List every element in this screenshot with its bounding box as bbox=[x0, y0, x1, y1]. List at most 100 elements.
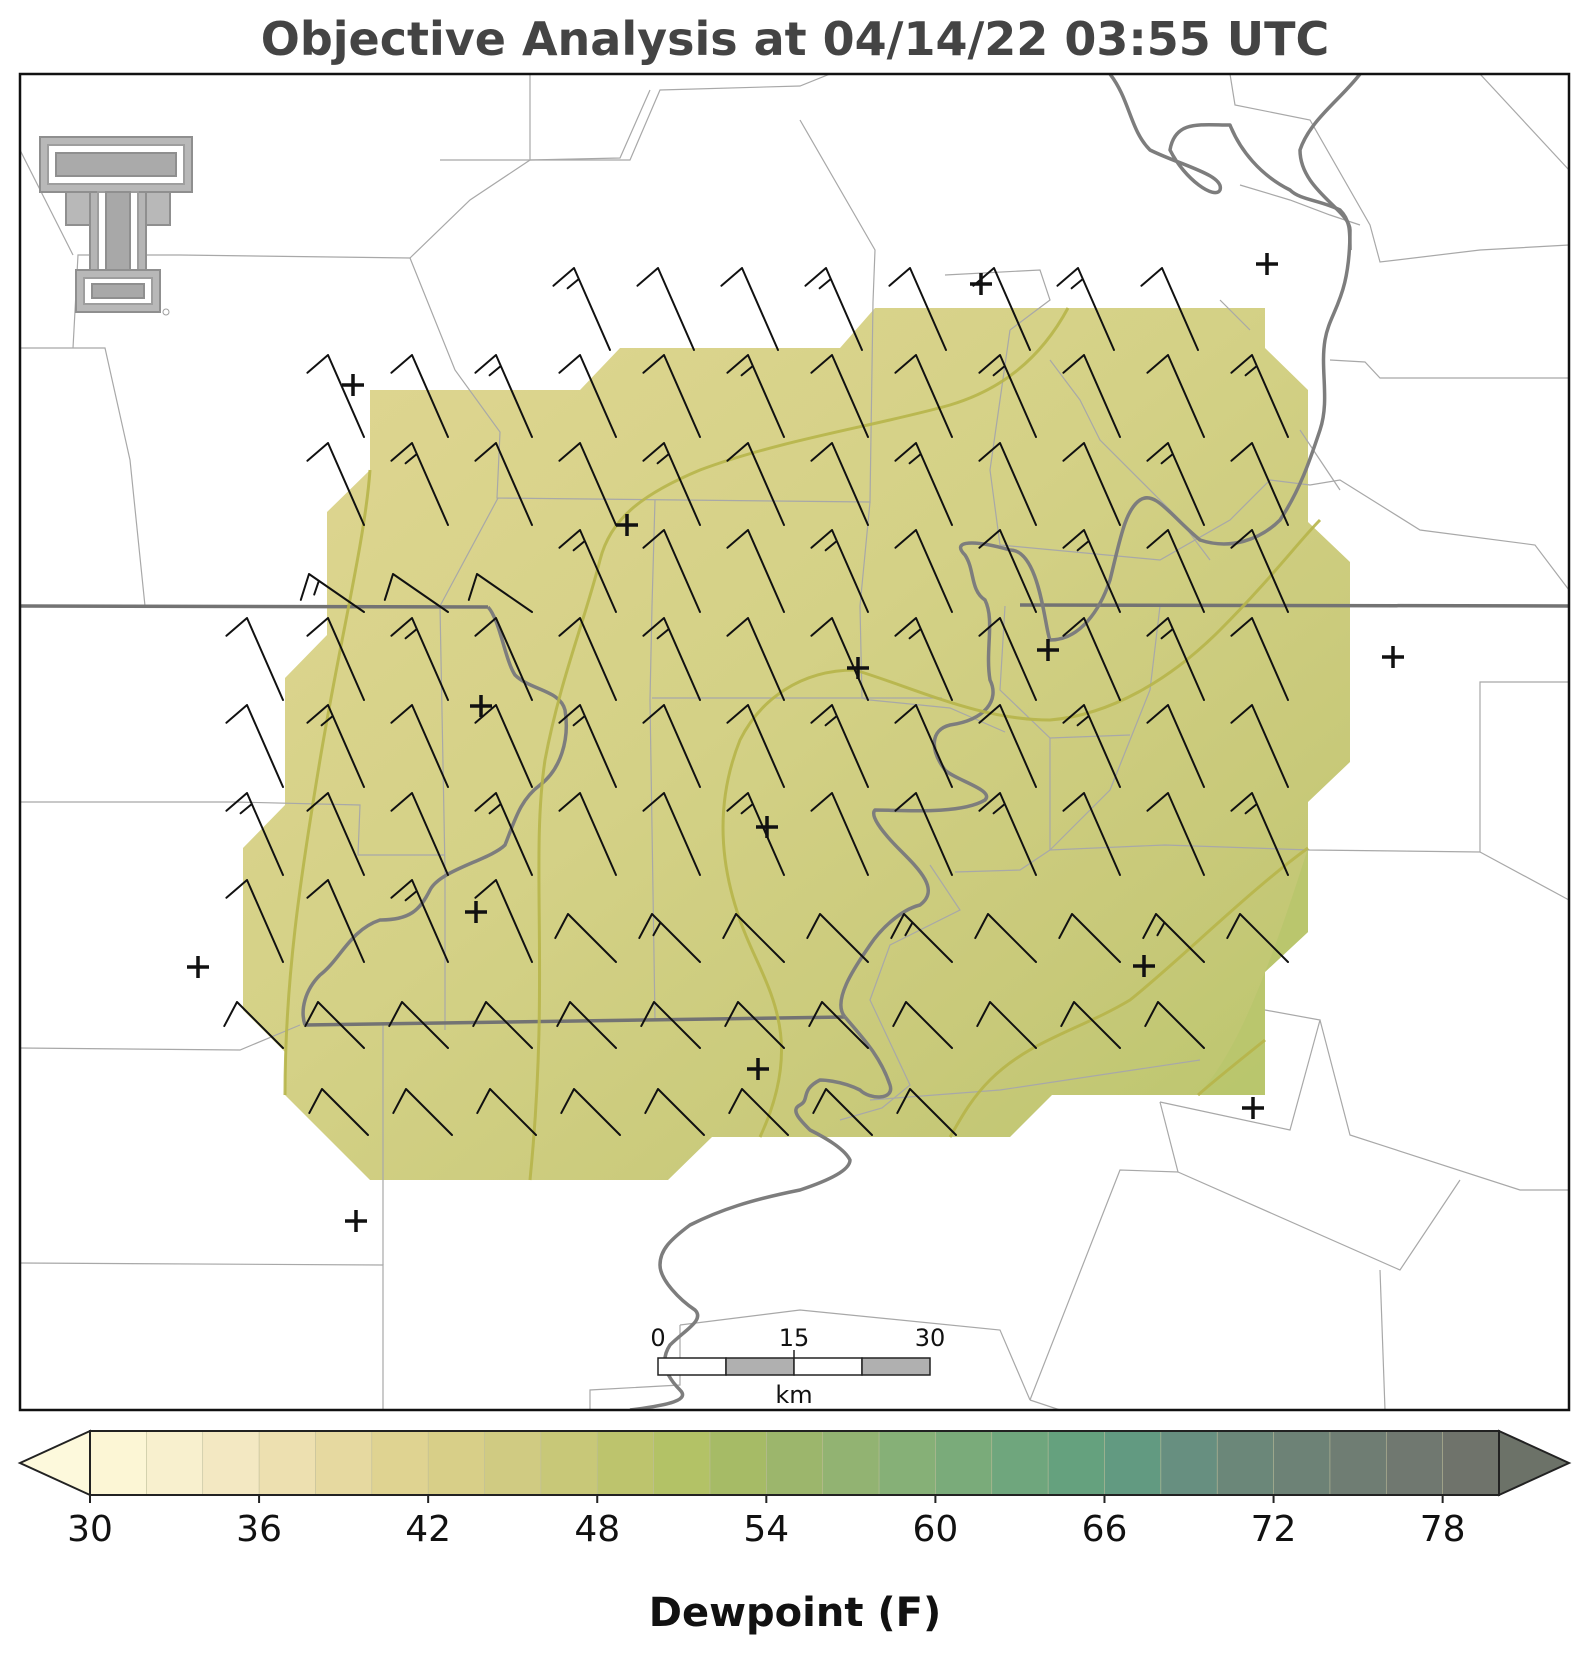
colorbar-cell bbox=[1047, 1430, 1106, 1496]
scale-label-30: 30 bbox=[915, 1324, 946, 1352]
wind-barb bbox=[558, 792, 617, 876]
wind-barb bbox=[1230, 704, 1289, 788]
wind-barb bbox=[896, 1088, 957, 1136]
wind-barb bbox=[1056, 267, 1115, 351]
colorbar-cell bbox=[1104, 1430, 1162, 1496]
wind-barb bbox=[726, 442, 785, 526]
wind-barb bbox=[894, 442, 953, 526]
wind-barb bbox=[974, 913, 1037, 963]
wind-barb bbox=[554, 913, 617, 963]
colorbar-cell bbox=[89, 1430, 148, 1496]
wind-barb bbox=[726, 529, 785, 613]
wind-barb bbox=[978, 617, 1037, 701]
wind-barb bbox=[1146, 792, 1205, 876]
wind-barb bbox=[1142, 913, 1205, 963]
scale-label-0: 0 bbox=[650, 1324, 665, 1352]
wind-barb bbox=[474, 617, 533, 701]
wind-barb bbox=[810, 704, 869, 788]
colorbar-tick-label: 72 bbox=[1251, 1509, 1297, 1550]
station-marker bbox=[187, 956, 209, 978]
wind-barb bbox=[552, 267, 611, 351]
wind-barb bbox=[1062, 704, 1121, 788]
station-marker bbox=[342, 374, 364, 396]
wind-barb bbox=[474, 792, 533, 876]
colorbar-tick-label: 36 bbox=[236, 1509, 282, 1550]
wind-barb bbox=[556, 1001, 617, 1049]
colorbar-cell bbox=[935, 1430, 993, 1496]
wind-barb bbox=[474, 354, 533, 438]
wind-barb bbox=[978, 354, 1037, 438]
wind-barb bbox=[640, 1001, 701, 1049]
colorbar-cell bbox=[371, 1430, 429, 1496]
wind-barb bbox=[976, 1001, 1037, 1049]
wind-barb bbox=[726, 704, 785, 788]
colorbar-tick-label: 48 bbox=[574, 1509, 620, 1550]
wind-barb bbox=[810, 442, 869, 526]
map-frame bbox=[18, 72, 1571, 1412]
colorbar-cell bbox=[540, 1430, 599, 1496]
colorbar-under-arrow bbox=[17, 1429, 91, 1497]
scale-label-15: 15 bbox=[779, 1324, 810, 1352]
wind-barb bbox=[978, 792, 1037, 876]
wind-barb bbox=[724, 1001, 785, 1049]
wind-barb bbox=[892, 1001, 953, 1049]
colorbar-tick-label: 30 bbox=[67, 1509, 113, 1550]
wind-barb bbox=[1146, 442, 1205, 526]
wind-barb bbox=[390, 792, 449, 876]
wind-barb bbox=[472, 1001, 533, 1049]
station-marker bbox=[465, 901, 487, 923]
wind-barb bbox=[644, 1088, 705, 1136]
wind-barb bbox=[806, 913, 869, 963]
wind-barb bbox=[306, 442, 365, 526]
wind-barb bbox=[728, 1088, 789, 1136]
wind-barb bbox=[810, 617, 869, 701]
wind-barb bbox=[638, 913, 701, 963]
colorbar-cell bbox=[1442, 1430, 1500, 1496]
wind-barb bbox=[722, 913, 785, 963]
station-marker bbox=[747, 1058, 769, 1080]
wind-barb bbox=[1058, 913, 1121, 963]
wind-barb bbox=[1226, 913, 1289, 963]
colorbar-tick-label: 78 bbox=[1420, 1509, 1466, 1550]
wind-barb bbox=[474, 442, 533, 526]
colorbar-tick-label: 54 bbox=[743, 1509, 789, 1550]
wind-barb bbox=[225, 792, 284, 876]
wind-barb bbox=[223, 1001, 284, 1049]
wind-barb bbox=[383, 573, 449, 613]
station-marker bbox=[1133, 955, 1155, 977]
wind-barb bbox=[558, 442, 617, 526]
wind-barb bbox=[308, 1088, 369, 1136]
wind-barb bbox=[558, 529, 617, 613]
wind-barb bbox=[390, 704, 449, 788]
wind-barb bbox=[558, 704, 617, 788]
wind-barb bbox=[474, 704, 533, 788]
wind-barb bbox=[810, 529, 869, 613]
scale-bar: 0 15 30 km bbox=[650, 1324, 945, 1409]
wind-barb bbox=[1230, 354, 1289, 438]
wind-barb bbox=[1146, 529, 1205, 613]
colorbar-over-arrow bbox=[1498, 1429, 1572, 1497]
wind-barb bbox=[810, 792, 869, 876]
colorbar-tick-label: 66 bbox=[1082, 1509, 1128, 1550]
station-markers bbox=[187, 253, 1404, 1232]
wind-barb bbox=[1146, 617, 1205, 701]
colorbar: 30 36 42 48 54 60 66 72 78 Dewpoint (F) bbox=[17, 1429, 1572, 1636]
station-marker bbox=[847, 657, 869, 679]
colorbar-cell bbox=[1329, 1430, 1388, 1496]
colorbar-tick-label: 60 bbox=[912, 1509, 958, 1550]
wind-barb bbox=[812, 1088, 873, 1136]
wind-barb bbox=[894, 354, 953, 438]
wind-barb bbox=[390, 617, 449, 701]
wind-barb bbox=[804, 267, 863, 351]
wind-barb bbox=[1140, 267, 1199, 351]
wind-barb bbox=[306, 704, 365, 788]
colorbar-cell bbox=[484, 1430, 542, 1496]
wind-barb bbox=[1230, 529, 1289, 613]
colorbar-cell bbox=[878, 1430, 937, 1496]
wind-barb bbox=[810, 354, 869, 438]
wind-barb bbox=[1230, 442, 1289, 526]
colorbar-cell bbox=[766, 1430, 824, 1496]
wind-barb bbox=[1230, 617, 1289, 701]
wind-barb bbox=[392, 1088, 453, 1136]
